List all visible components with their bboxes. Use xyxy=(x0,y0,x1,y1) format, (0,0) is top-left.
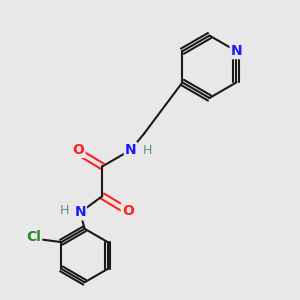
Text: N: N xyxy=(231,44,242,58)
Text: N: N xyxy=(125,143,136,157)
Text: O: O xyxy=(122,204,134,218)
Text: H: H xyxy=(60,203,69,217)
Text: H: H xyxy=(142,144,152,157)
Text: Cl: Cl xyxy=(26,230,41,244)
Text: N: N xyxy=(74,206,86,219)
Text: O: O xyxy=(73,143,85,157)
